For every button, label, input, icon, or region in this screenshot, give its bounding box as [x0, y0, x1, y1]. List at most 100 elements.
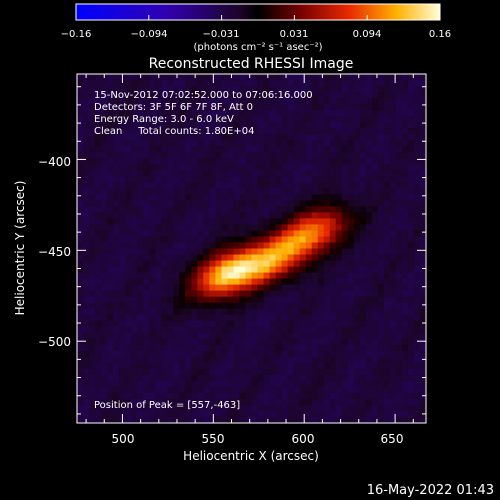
heatmap-cell — [227, 338, 234, 346]
heatmap-cell — [77, 260, 84, 267]
heatmap-cell — [275, 386, 282, 394]
heatmap-cell — [305, 110, 313, 117]
heatmap-cell — [137, 86, 144, 93]
heatmap-cell — [341, 74, 349, 81]
heatmap-cell — [233, 206, 240, 213]
heatmap-cell — [95, 110, 102, 117]
heatmap-cell — [407, 140, 415, 147]
heatmap-cell — [185, 212, 192, 219]
heatmap-cell — [179, 98, 186, 105]
heatmap-cell — [347, 296, 355, 304]
heatmap-cell — [371, 230, 379, 237]
heatmap-cell — [143, 182, 150, 189]
heatmap-cell — [281, 392, 289, 400]
heatmap-cell — [269, 146, 276, 153]
heatmap-cell — [227, 116, 234, 123]
heatmap-cell — [197, 140, 204, 147]
heatmap-cell — [203, 266, 210, 273]
heatmap-cell — [173, 194, 180, 201]
heatmap-cell — [377, 416, 385, 424]
heatmap-cell — [317, 326, 325, 334]
heatmap-cell — [95, 284, 102, 292]
heatmap-cell — [269, 212, 276, 219]
heatmap-cell — [89, 320, 96, 328]
heatmap-cell — [221, 152, 228, 159]
heatmap-cell — [233, 146, 240, 153]
heatmap-cell — [191, 128, 198, 135]
heatmap-cell — [365, 260, 373, 267]
heatmap-cell — [113, 110, 120, 117]
heatmap-cell — [341, 152, 349, 159]
heatmap-cell — [275, 116, 282, 123]
heatmap-cell — [131, 368, 138, 376]
heatmap-cell — [347, 404, 355, 412]
heatmap-cell — [299, 338, 307, 346]
heatmap-cell — [395, 92, 403, 99]
heatmap-cell — [305, 182, 313, 189]
heatmap-cell — [323, 338, 331, 346]
heatmap-cell — [323, 362, 331, 370]
heatmap-cell — [323, 278, 331, 286]
heatmap-cell — [383, 362, 391, 370]
heatmap-cell — [173, 92, 180, 99]
heatmap-cell — [77, 182, 84, 189]
heatmap-cell — [155, 182, 162, 189]
heatmap-cell — [365, 368, 373, 376]
heatmap-cell — [173, 332, 180, 340]
heatmap-cell — [209, 122, 216, 129]
heatmap-cell — [293, 200, 301, 207]
heatmap-cell — [95, 266, 102, 273]
heatmap-cell — [89, 290, 96, 298]
heatmap-cell — [179, 326, 186, 334]
heatmap-cell — [173, 290, 180, 298]
heatmap-cell — [149, 326, 156, 334]
heatmap-cell — [293, 176, 301, 183]
heatmap-cell — [149, 128, 156, 135]
heatmap-cell — [389, 80, 397, 87]
heatmap-cell — [371, 218, 379, 225]
heatmap-cell — [137, 314, 144, 322]
heatmap-cell — [107, 182, 114, 189]
heatmap-cell — [143, 404, 150, 412]
heatmap-cell — [233, 314, 240, 322]
heatmap-cell — [137, 326, 144, 334]
heatmap-cell — [173, 272, 180, 279]
heatmap-cell — [95, 326, 102, 334]
heatmap-cell — [263, 170, 270, 177]
heatmap-cell — [83, 380, 90, 388]
heatmap-cell — [221, 398, 228, 406]
heatmap-cell — [101, 182, 108, 189]
heatmap-cell — [389, 284, 397, 292]
heatmap-cell — [239, 302, 246, 310]
heatmap-cell — [119, 398, 126, 406]
heatmap-cell — [179, 416, 186, 424]
heatmap-cell — [101, 278, 108, 286]
heatmap-cell — [185, 230, 192, 237]
heatmap-cell — [233, 260, 240, 267]
heatmap-cell — [149, 110, 156, 117]
heatmap-cell — [371, 374, 379, 382]
heatmap-cell — [389, 104, 397, 111]
heatmap-cell — [365, 236, 373, 243]
heatmap-cell — [173, 176, 180, 183]
heatmap-cell — [173, 278, 180, 286]
heatmap-cell — [227, 176, 234, 183]
heatmap-cell — [275, 74, 282, 81]
heatmap-cell — [269, 134, 276, 141]
heatmap-cell — [203, 236, 210, 243]
heatmap-cell — [317, 224, 325, 231]
heatmap-cell — [305, 272, 313, 279]
heatmap-cell — [359, 86, 367, 93]
heatmap-cell — [401, 152, 409, 159]
heatmap-cell — [155, 80, 162, 87]
heatmap-cell — [323, 212, 331, 219]
heatmap-cell — [413, 326, 421, 334]
heatmap-cell — [341, 176, 349, 183]
heatmap-cell — [329, 80, 337, 87]
heatmap-cell — [251, 248, 258, 255]
heatmap-cell — [413, 230, 421, 237]
heatmap-cell — [395, 182, 403, 189]
heatmap-cell — [197, 80, 204, 87]
heatmap-cell — [77, 98, 84, 105]
heatmap-cell — [335, 392, 343, 400]
